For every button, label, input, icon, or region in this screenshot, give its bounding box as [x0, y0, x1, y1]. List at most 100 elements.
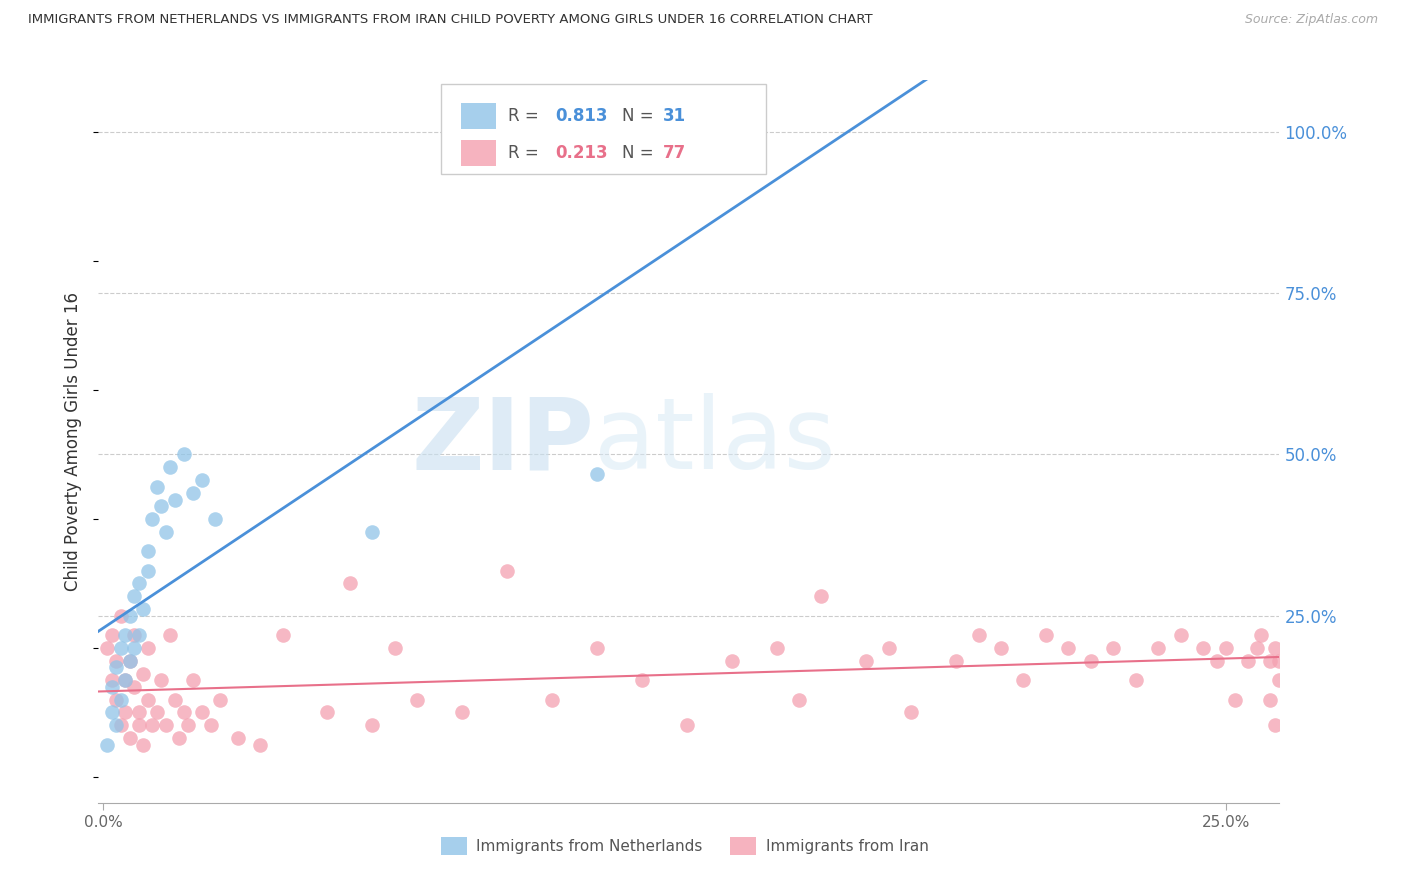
- Point: [451, 706, 474, 720]
- Point: [128, 718, 150, 732]
- Point: [877, 640, 900, 655]
- Point: [101, 680, 124, 694]
- Point: [110, 718, 132, 732]
- Point: [1215, 640, 1237, 655]
- Point: [1205, 654, 1227, 668]
- Point: [136, 640, 159, 655]
- Point: [136, 544, 159, 558]
- Point: [586, 640, 609, 655]
- Point: [146, 706, 169, 720]
- Point: [132, 602, 155, 616]
- Text: Source: ZipAtlas.com: Source: ZipAtlas.com: [1244, 13, 1378, 27]
- Point: [1268, 673, 1291, 688]
- Point: [967, 628, 990, 642]
- Point: [1080, 654, 1102, 668]
- Point: [675, 718, 697, 732]
- Point: [190, 473, 212, 487]
- Point: [128, 628, 150, 642]
- Point: [110, 608, 132, 623]
- Point: [787, 692, 810, 706]
- Point: [1125, 673, 1147, 688]
- Point: [101, 628, 124, 642]
- Point: [114, 706, 136, 720]
- Point: [110, 640, 132, 655]
- Point: [136, 564, 159, 578]
- Point: [1170, 628, 1192, 642]
- Point: [96, 640, 118, 655]
- Point: [118, 731, 141, 746]
- Point: [105, 718, 128, 732]
- Point: [945, 654, 967, 668]
- Point: [118, 654, 141, 668]
- Point: [110, 692, 132, 706]
- Point: [150, 673, 173, 688]
- Point: [124, 628, 146, 642]
- Point: [114, 673, 136, 688]
- Point: [541, 692, 564, 706]
- Point: [96, 738, 118, 752]
- FancyBboxPatch shape: [461, 103, 496, 129]
- Point: [155, 718, 177, 732]
- Point: [173, 447, 195, 461]
- Point: [1264, 640, 1286, 655]
- Point: [1264, 718, 1286, 732]
- Point: [900, 706, 922, 720]
- Point: [1035, 628, 1057, 642]
- Point: [181, 673, 204, 688]
- Point: [101, 673, 124, 688]
- Point: [855, 654, 877, 668]
- Point: [105, 660, 128, 674]
- FancyBboxPatch shape: [461, 139, 496, 166]
- Point: [1147, 640, 1170, 655]
- Point: [1102, 640, 1125, 655]
- Point: [720, 654, 742, 668]
- Text: Immigrants from Iran: Immigrants from Iran: [766, 838, 928, 854]
- Point: [810, 590, 832, 604]
- Text: 0.213: 0.213: [555, 144, 609, 161]
- Point: [155, 524, 177, 539]
- Point: [1260, 692, 1282, 706]
- Point: [105, 654, 128, 668]
- Point: [128, 576, 150, 591]
- Text: 0.813: 0.813: [555, 107, 607, 126]
- Point: [1268, 654, 1291, 668]
- Point: [181, 486, 204, 500]
- Text: 31: 31: [664, 107, 686, 126]
- FancyBboxPatch shape: [441, 84, 766, 174]
- Point: [1012, 673, 1035, 688]
- Point: [1246, 640, 1268, 655]
- Point: [124, 640, 146, 655]
- Text: N =: N =: [621, 107, 658, 126]
- Text: 77: 77: [664, 144, 686, 161]
- Point: [114, 628, 136, 642]
- Point: [114, 673, 136, 688]
- Point: [316, 706, 339, 720]
- Point: [150, 499, 173, 513]
- Point: [361, 718, 384, 732]
- Point: [765, 640, 787, 655]
- Point: [190, 706, 212, 720]
- Point: [1192, 640, 1215, 655]
- Point: [136, 692, 159, 706]
- FancyBboxPatch shape: [441, 838, 467, 855]
- Point: [1223, 692, 1246, 706]
- Point: [128, 706, 150, 720]
- Point: [208, 692, 231, 706]
- Point: [159, 460, 181, 475]
- Point: [173, 706, 195, 720]
- Text: R =: R =: [508, 107, 544, 126]
- Point: [1260, 654, 1282, 668]
- Point: [167, 731, 190, 746]
- Point: [586, 467, 609, 481]
- Point: [226, 731, 249, 746]
- Point: [132, 666, 155, 681]
- Point: [159, 628, 181, 642]
- Text: ZIP: ZIP: [412, 393, 595, 490]
- Point: [105, 692, 128, 706]
- Point: [118, 608, 141, 623]
- Text: N =: N =: [621, 144, 658, 161]
- Point: [630, 673, 652, 688]
- Point: [1057, 640, 1080, 655]
- Point: [339, 576, 361, 591]
- Point: [141, 512, 163, 526]
